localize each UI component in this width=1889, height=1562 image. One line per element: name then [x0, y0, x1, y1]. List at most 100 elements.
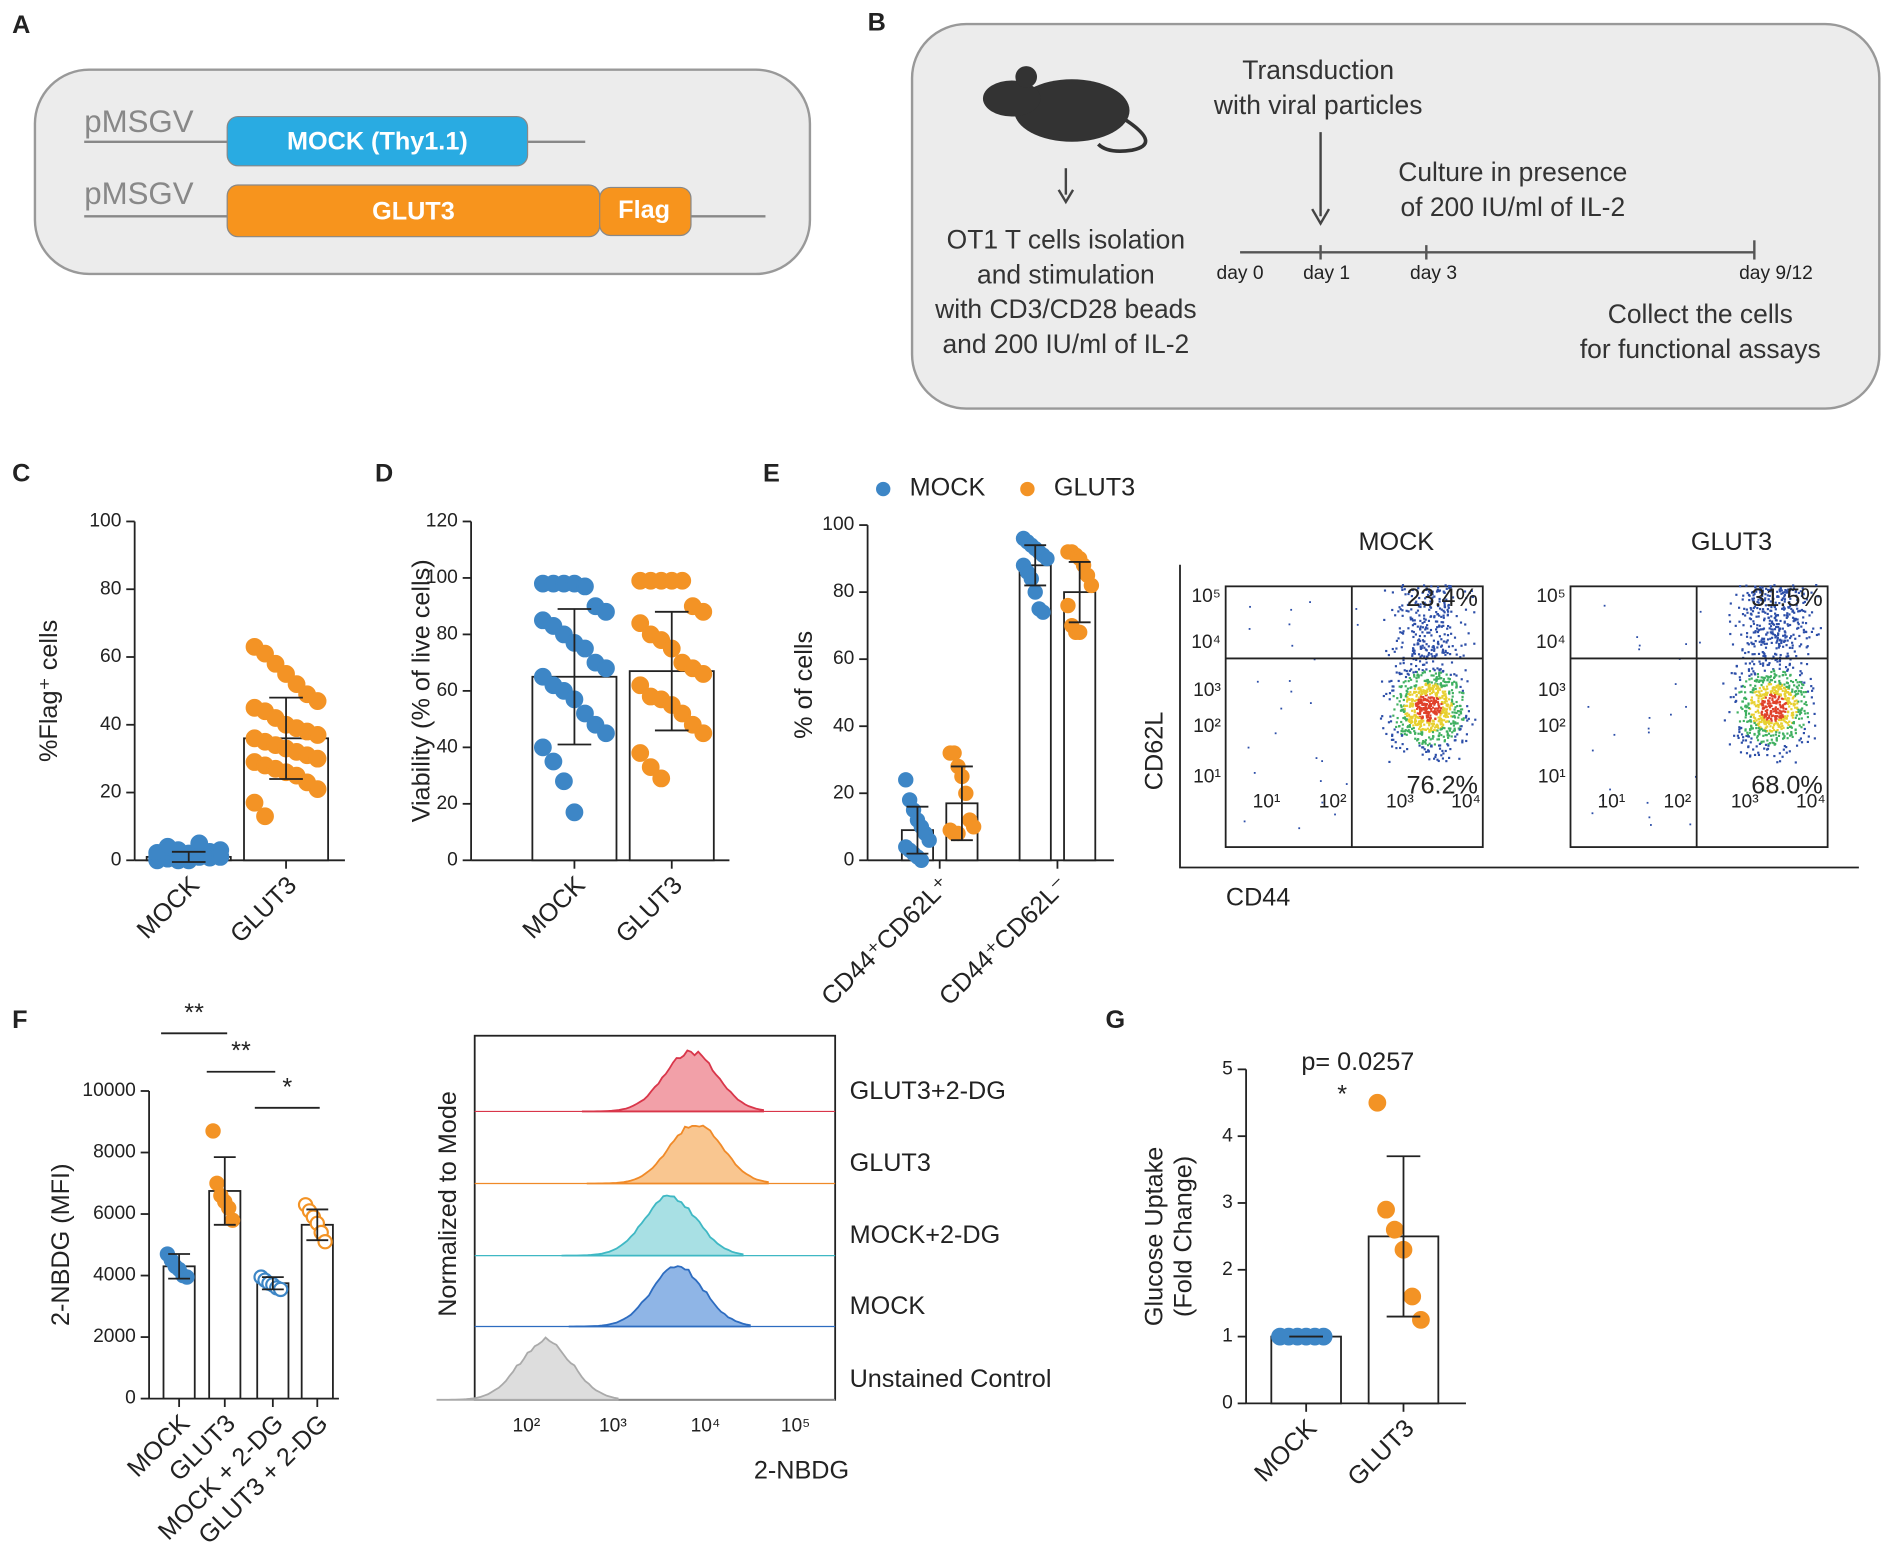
density-dot	[1798, 634, 1801, 638]
y-axis-label: %Flag⁺ cells	[35, 620, 63, 762]
density-dot	[1757, 675, 1760, 678]
density-dot	[1784, 636, 1787, 639]
density-dot	[1754, 717, 1757, 720]
density-dot	[1437, 735, 1440, 738]
panel-letter: C	[12, 459, 30, 487]
density-dot	[1778, 644, 1781, 647]
density-dot	[1402, 716, 1405, 720]
density-dot	[1457, 727, 1460, 730]
density-dot	[1430, 710, 1433, 713]
density-dot	[1447, 681, 1450, 684]
density-dot	[1441, 711, 1445, 714]
density-dot	[1757, 697, 1760, 700]
density-dot	[1455, 615, 1458, 618]
density-dot	[1452, 722, 1455, 725]
density-dot	[1791, 688, 1794, 691]
step-text: Culture in presence	[1398, 157, 1627, 187]
density-dot	[1756, 627, 1759, 630]
density-dot	[1416, 603, 1420, 606]
density-dot	[1760, 695, 1763, 698]
density-dot	[1383, 618, 1386, 622]
density-dot	[1458, 713, 1461, 716]
density-dot	[1382, 694, 1385, 698]
density-dot	[1772, 695, 1775, 698]
flow-e-frame	[1179, 564, 1859, 869]
density-dot	[1782, 606, 1785, 609]
density-dot	[1449, 653, 1452, 656]
density-dot	[1783, 736, 1786, 739]
density-dot	[1764, 723, 1767, 726]
density-dot	[1417, 723, 1420, 726]
density-dot	[1424, 603, 1427, 606]
density-dot	[1445, 641, 1448, 644]
density-dot	[1443, 697, 1446, 701]
density-dot	[1407, 725, 1410, 728]
y-tick-label: 10²	[1193, 716, 1221, 737]
density-dot	[1764, 733, 1767, 737]
density-dot	[1751, 667, 1754, 670]
y-tick-label: 80	[100, 578, 121, 599]
density-dot	[1765, 726, 1768, 729]
density-dot	[1428, 722, 1431, 725]
density-dot	[1400, 729, 1403, 733]
density-dot	[1742, 736, 1745, 739]
density-dot	[1444, 749, 1447, 753]
density-dot	[1418, 660, 1422, 663]
density-dot	[1427, 749, 1430, 752]
data-point	[1027, 584, 1043, 600]
density-dot	[1760, 702, 1763, 705]
data-point	[158, 837, 177, 856]
density-dot	[1778, 695, 1781, 698]
histogram	[581, 1049, 764, 1113]
density-dot	[1771, 636, 1774, 639]
density-dot	[1783, 671, 1787, 674]
density-dot	[1414, 715, 1417, 718]
density-dot	[1794, 761, 1797, 764]
density-dot	[1797, 610, 1800, 613]
step-text: OT1 T cells isolation	[947, 224, 1185, 254]
density-dot	[1454, 739, 1457, 742]
density-dot	[1379, 717, 1383, 720]
density-dot	[1449, 708, 1452, 711]
density-dot	[1434, 628, 1438, 631]
density-dot	[1455, 711, 1458, 714]
density-dot	[1433, 616, 1436, 619]
data-point	[576, 577, 594, 596]
density-dot	[1758, 715, 1761, 718]
data-point	[1385, 1220, 1404, 1239]
density-dot	[1753, 703, 1756, 706]
density-dot	[1404, 695, 1407, 698]
density-dot	[1438, 710, 1441, 713]
legend-marker	[876, 481, 891, 497]
density-dot	[1745, 734, 1748, 738]
data-point	[224, 1212, 241, 1228]
density-dot	[1434, 683, 1437, 686]
density-dot	[1440, 684, 1443, 687]
density-dot	[1807, 653, 1810, 656]
density-dot	[1419, 605, 1422, 609]
density-dot	[1778, 663, 1782, 666]
density-dot	[1459, 725, 1462, 728]
density-dot	[1446, 639, 1449, 642]
data-point	[245, 793, 264, 812]
density-dot	[1735, 593, 1738, 596]
density-dot	[1414, 718, 1417, 722]
density-dot	[1751, 642, 1754, 646]
x-tick-label: MOCK	[517, 871, 590, 944]
density-dot	[1433, 712, 1437, 715]
density-dot	[1443, 633, 1446, 636]
density-dot	[1402, 662, 1405, 665]
density-dot	[1802, 683, 1805, 687]
density-dot	[1794, 590, 1798, 593]
density-dot	[1447, 604, 1450, 607]
density-dot	[1396, 731, 1399, 734]
density-dot	[1771, 707, 1775, 711]
density-dot	[1763, 617, 1766, 620]
density-dot	[1438, 635, 1441, 638]
density-dot	[1435, 590, 1439, 593]
density-dot	[1465, 739, 1468, 743]
density-dot	[1764, 691, 1768, 694]
density-dot	[1587, 705, 1590, 708]
density-dot	[1441, 684, 1444, 687]
density-dot	[1380, 680, 1384, 683]
